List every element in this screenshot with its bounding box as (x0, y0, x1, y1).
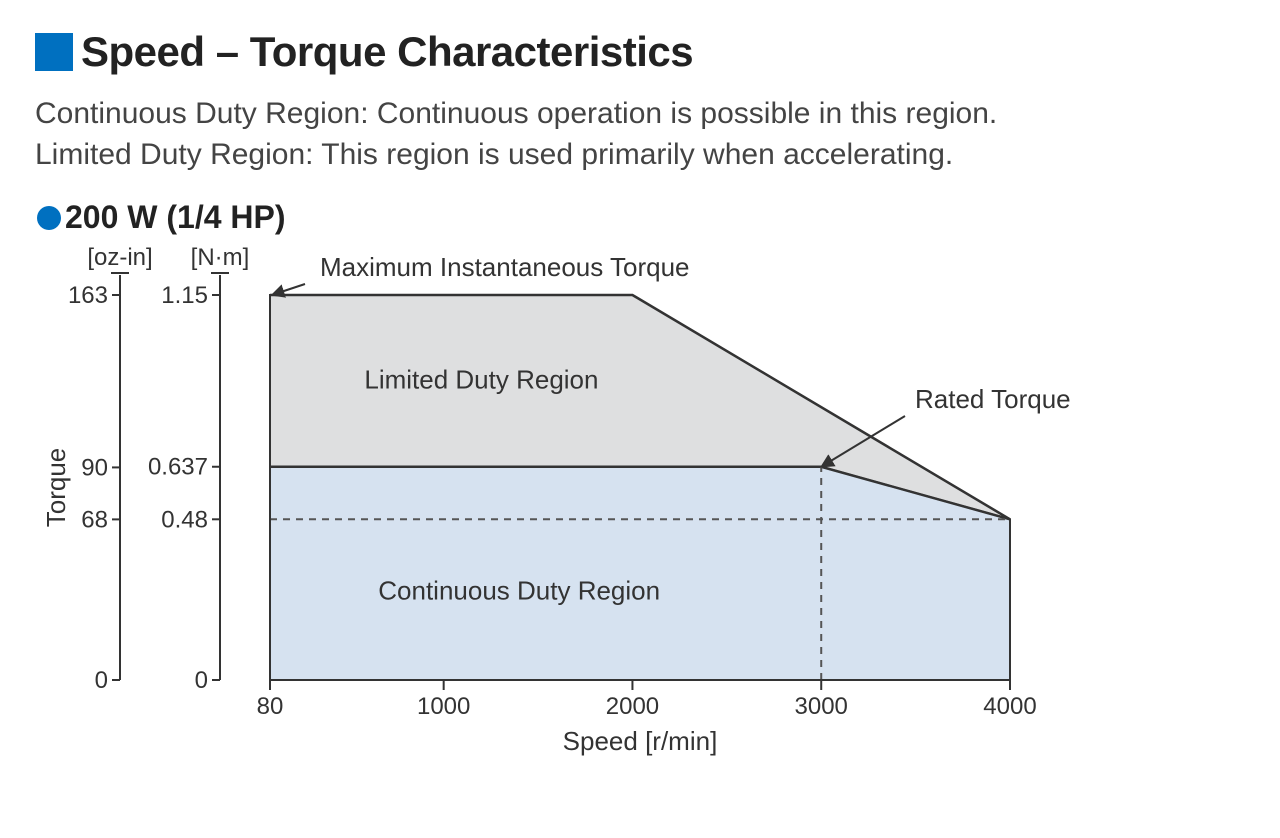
rated-torque-callout-label: Rated Torque (915, 384, 1071, 414)
description-line-2: Limited Duty Region: This region is used… (35, 135, 1245, 176)
limited-region-label: Limited Duty Region (364, 365, 598, 395)
max-torque-callout-arrow (272, 284, 305, 295)
chart-svg: [oz-in] [N·m] 0 68 90 163 0 0.48 0.637 1.15 80 1000… (45, 240, 1145, 760)
x-tick: 4000 (983, 693, 1036, 720)
max-torque-callout-label: Maximum Instantaneous Torque (320, 252, 690, 282)
page-title: Speed – Torque Characteristics (81, 28, 693, 76)
description-block: Continuous Duty Region: Continuous opera… (35, 94, 1245, 175)
section-square-icon (35, 33, 73, 71)
x-tick: 3000 (795, 693, 848, 720)
x-tick: 2000 (606, 693, 659, 720)
continuous-duty-region (270, 467, 1010, 680)
y-axis-label: Torque (45, 448, 71, 528)
y-tick-ozin: 0 (95, 667, 108, 694)
y-tick-ozin: 163 (68, 282, 108, 309)
y-tick-nm: 0 (195, 667, 208, 694)
y-tick-ozin: 68 (81, 506, 108, 533)
x-tick: 1000 (417, 693, 470, 720)
subheading-row: 200 W (1/4 HP) (37, 199, 1245, 236)
y-tick-nm: 1.15 (161, 282, 208, 309)
page-root: Speed – Torque Characteristics Continuou… (0, 0, 1280, 838)
heading-row: Speed – Torque Characteristics (35, 28, 1245, 76)
bullet-icon (37, 206, 61, 230)
y-tick-nm: 0.48 (161, 506, 208, 533)
speed-torque-chart: [oz-in] [N·m] 0 68 90 163 0 0.48 0.637 1.15 80 1000… (45, 240, 1145, 760)
description-line-1: Continuous Duty Region: Continuous opera… (35, 94, 1245, 135)
subheading-text: 200 W (1/4 HP) (65, 199, 286, 236)
y-unit-label: [oz-in] (87, 244, 152, 271)
x-axis-label: Speed [r/min] (563, 726, 718, 756)
continuous-region-label: Continuous Duty Region (378, 576, 660, 606)
y-tick-nm: 0.637 (148, 454, 208, 481)
y-tick-ozin: 90 (81, 454, 108, 481)
x-tick: 80 (257, 693, 284, 720)
y-unit-label: [N·m] (191, 244, 250, 271)
